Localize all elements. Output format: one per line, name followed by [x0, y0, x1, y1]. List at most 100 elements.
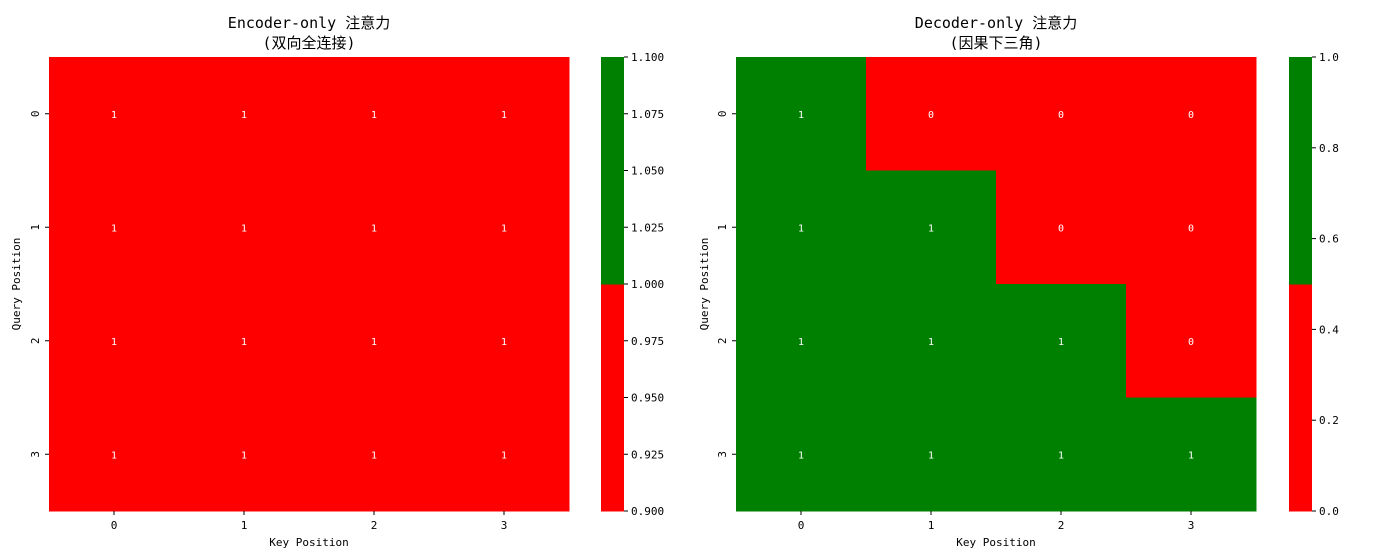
colorbar-tick-label: 1.050 — [631, 165, 664, 178]
colorbar-segment — [601, 57, 624, 285]
x-tick-label: 2 — [371, 519, 378, 532]
heatmap-cell — [179, 57, 310, 171]
chart-0-title: Encoder-only 注意力 — [228, 14, 390, 32]
heatmap-cell — [49, 397, 180, 512]
chart-1-plot: 1 0 0 0 1 1 0 0 1 1 1 0 1 1 1 1 0 1 2 3 0 1 2 3 0.0 0.2 0.4 0.6 0.8 1… — [716, 51, 1339, 532]
y-tick-label: 1 — [716, 224, 729, 231]
colorbar-tick-label: 0.975 — [631, 335, 664, 348]
cell-value-label: 1 — [798, 223, 804, 234]
x-tick-label: 3 — [1188, 519, 1195, 532]
heatmap-cell — [866, 170, 997, 285]
chart-1-subtitle: (因果下三角) — [949, 34, 1042, 52]
cell-value-label: 1 — [798, 337, 804, 348]
heatmap-cell — [179, 397, 310, 512]
x-tick-label: 1 — [241, 519, 248, 532]
colorbar-tick-label: 1.0 — [1319, 51, 1339, 64]
colorbar-tick-label: 0.0 — [1319, 505, 1339, 518]
heatmap-cell — [736, 170, 867, 285]
colorbar-tick-label: 0.925 — [631, 448, 664, 461]
chart-1-title: Decoder-only 注意力 — [915, 14, 1077, 32]
heatmap-cell — [866, 284, 997, 398]
cell-value-label: 1 — [111, 337, 117, 348]
colorbar-tick-label: 0.4 — [1319, 323, 1339, 336]
cell-value-label: 1 — [111, 450, 117, 461]
colorbar-tick-label: 0.8 — [1319, 142, 1339, 155]
heatmap-cell — [866, 397, 997, 512]
colorbar-tick-label: 0.6 — [1319, 233, 1339, 246]
heatmap-cell — [309, 57, 440, 171]
cell-value-label: 1 — [371, 223, 377, 234]
cell-value-label: 1 — [111, 223, 117, 234]
x-tick-label: 0 — [111, 519, 118, 532]
cell-value-label: 1 — [241, 337, 247, 348]
heatmap-cell — [996, 284, 1127, 398]
chart-0-subtitle: (双向全连接) — [262, 34, 355, 52]
cell-value-label: 1 — [241, 450, 247, 461]
heatmap-cell — [179, 284, 310, 398]
chart-1-ylabel: Query Position — [698, 238, 711, 331]
colorbar-segment — [1289, 57, 1312, 285]
heatmap-cell — [1126, 170, 1257, 285]
x-tick-label: 3 — [501, 519, 508, 532]
y-tick-label: 3 — [716, 451, 729, 458]
x-tick-label: 2 — [1058, 519, 1065, 532]
cell-value-label: 0 — [1188, 337, 1194, 348]
heatmap-cell — [996, 397, 1127, 512]
heatmap-cell — [736, 284, 867, 398]
heatmap-cell — [179, 170, 310, 285]
cell-value-label: 1 — [1188, 450, 1194, 461]
heatmap-cell — [309, 284, 440, 398]
y-tick-label: 0 — [29, 110, 42, 117]
heatmap-cell — [439, 397, 570, 512]
y-tick-label: 3 — [29, 451, 42, 458]
heatmap-cell — [309, 170, 440, 285]
heatmap-cell — [439, 284, 570, 398]
cell-value-label: 1 — [501, 223, 507, 234]
cell-value-label: 1 — [1058, 337, 1064, 348]
heatmap-cell — [49, 170, 180, 285]
cell-value-label: 1 — [241, 223, 247, 234]
heatmap-cell — [1126, 284, 1257, 398]
cell-value-label: 1 — [501, 110, 507, 121]
y-tick-label: 1 — [29, 224, 42, 231]
cell-value-label: 1 — [798, 450, 804, 461]
chart-1-xlabel: Key Position — [956, 536, 1035, 549]
cell-value-label: 1 — [928, 450, 934, 461]
cell-value-label: 0 — [1058, 223, 1064, 234]
colorbar-tick-label: 1.000 — [631, 278, 664, 291]
cell-value-label: 1 — [371, 110, 377, 121]
colorbar-segment — [601, 284, 624, 512]
cell-value-label: 0 — [1058, 110, 1064, 121]
heatmap-cell — [439, 170, 570, 285]
heatmap-cell — [49, 57, 180, 171]
cell-value-label: 0 — [928, 110, 934, 121]
heatmap-cell — [736, 397, 867, 512]
heatmap-cell — [1126, 397, 1257, 512]
colorbar-tick-label: 0.2 — [1319, 414, 1339, 427]
heatmap-cell — [49, 284, 180, 398]
x-tick-label: 0 — [798, 519, 805, 532]
colorbar-tick-label: 1.100 — [631, 51, 664, 64]
colorbar-tick-label: 0.950 — [631, 392, 664, 405]
heatmap-cell — [996, 170, 1127, 285]
cell-value-label: 1 — [928, 223, 934, 234]
chart-0-ylabel: Query Position — [10, 238, 23, 331]
heatmap-cell — [309, 397, 440, 512]
cell-value-label: 0 — [1188, 223, 1194, 234]
heatmap-cell — [996, 57, 1127, 171]
colorbar-tick-label: 1.075 — [631, 108, 664, 121]
cell-value-label: 1 — [371, 450, 377, 461]
cell-value-label: 1 — [798, 110, 804, 121]
cell-value-label: 1 — [111, 110, 117, 121]
y-tick-label: 2 — [716, 337, 729, 344]
colorbar-tick-label: 0.900 — [631, 505, 664, 518]
colorbar-segment — [1289, 284, 1312, 512]
cell-value-label: 1 — [501, 450, 507, 461]
colorbar-tick-label: 1.025 — [631, 221, 664, 234]
heatmap-cell — [866, 57, 997, 171]
cell-value-label: 1 — [928, 337, 934, 348]
cell-value-label: 1 — [501, 337, 507, 348]
heatmap-cell — [1126, 57, 1257, 171]
cell-value-label: 1 — [371, 337, 377, 348]
heatmap-cell — [439, 57, 570, 171]
